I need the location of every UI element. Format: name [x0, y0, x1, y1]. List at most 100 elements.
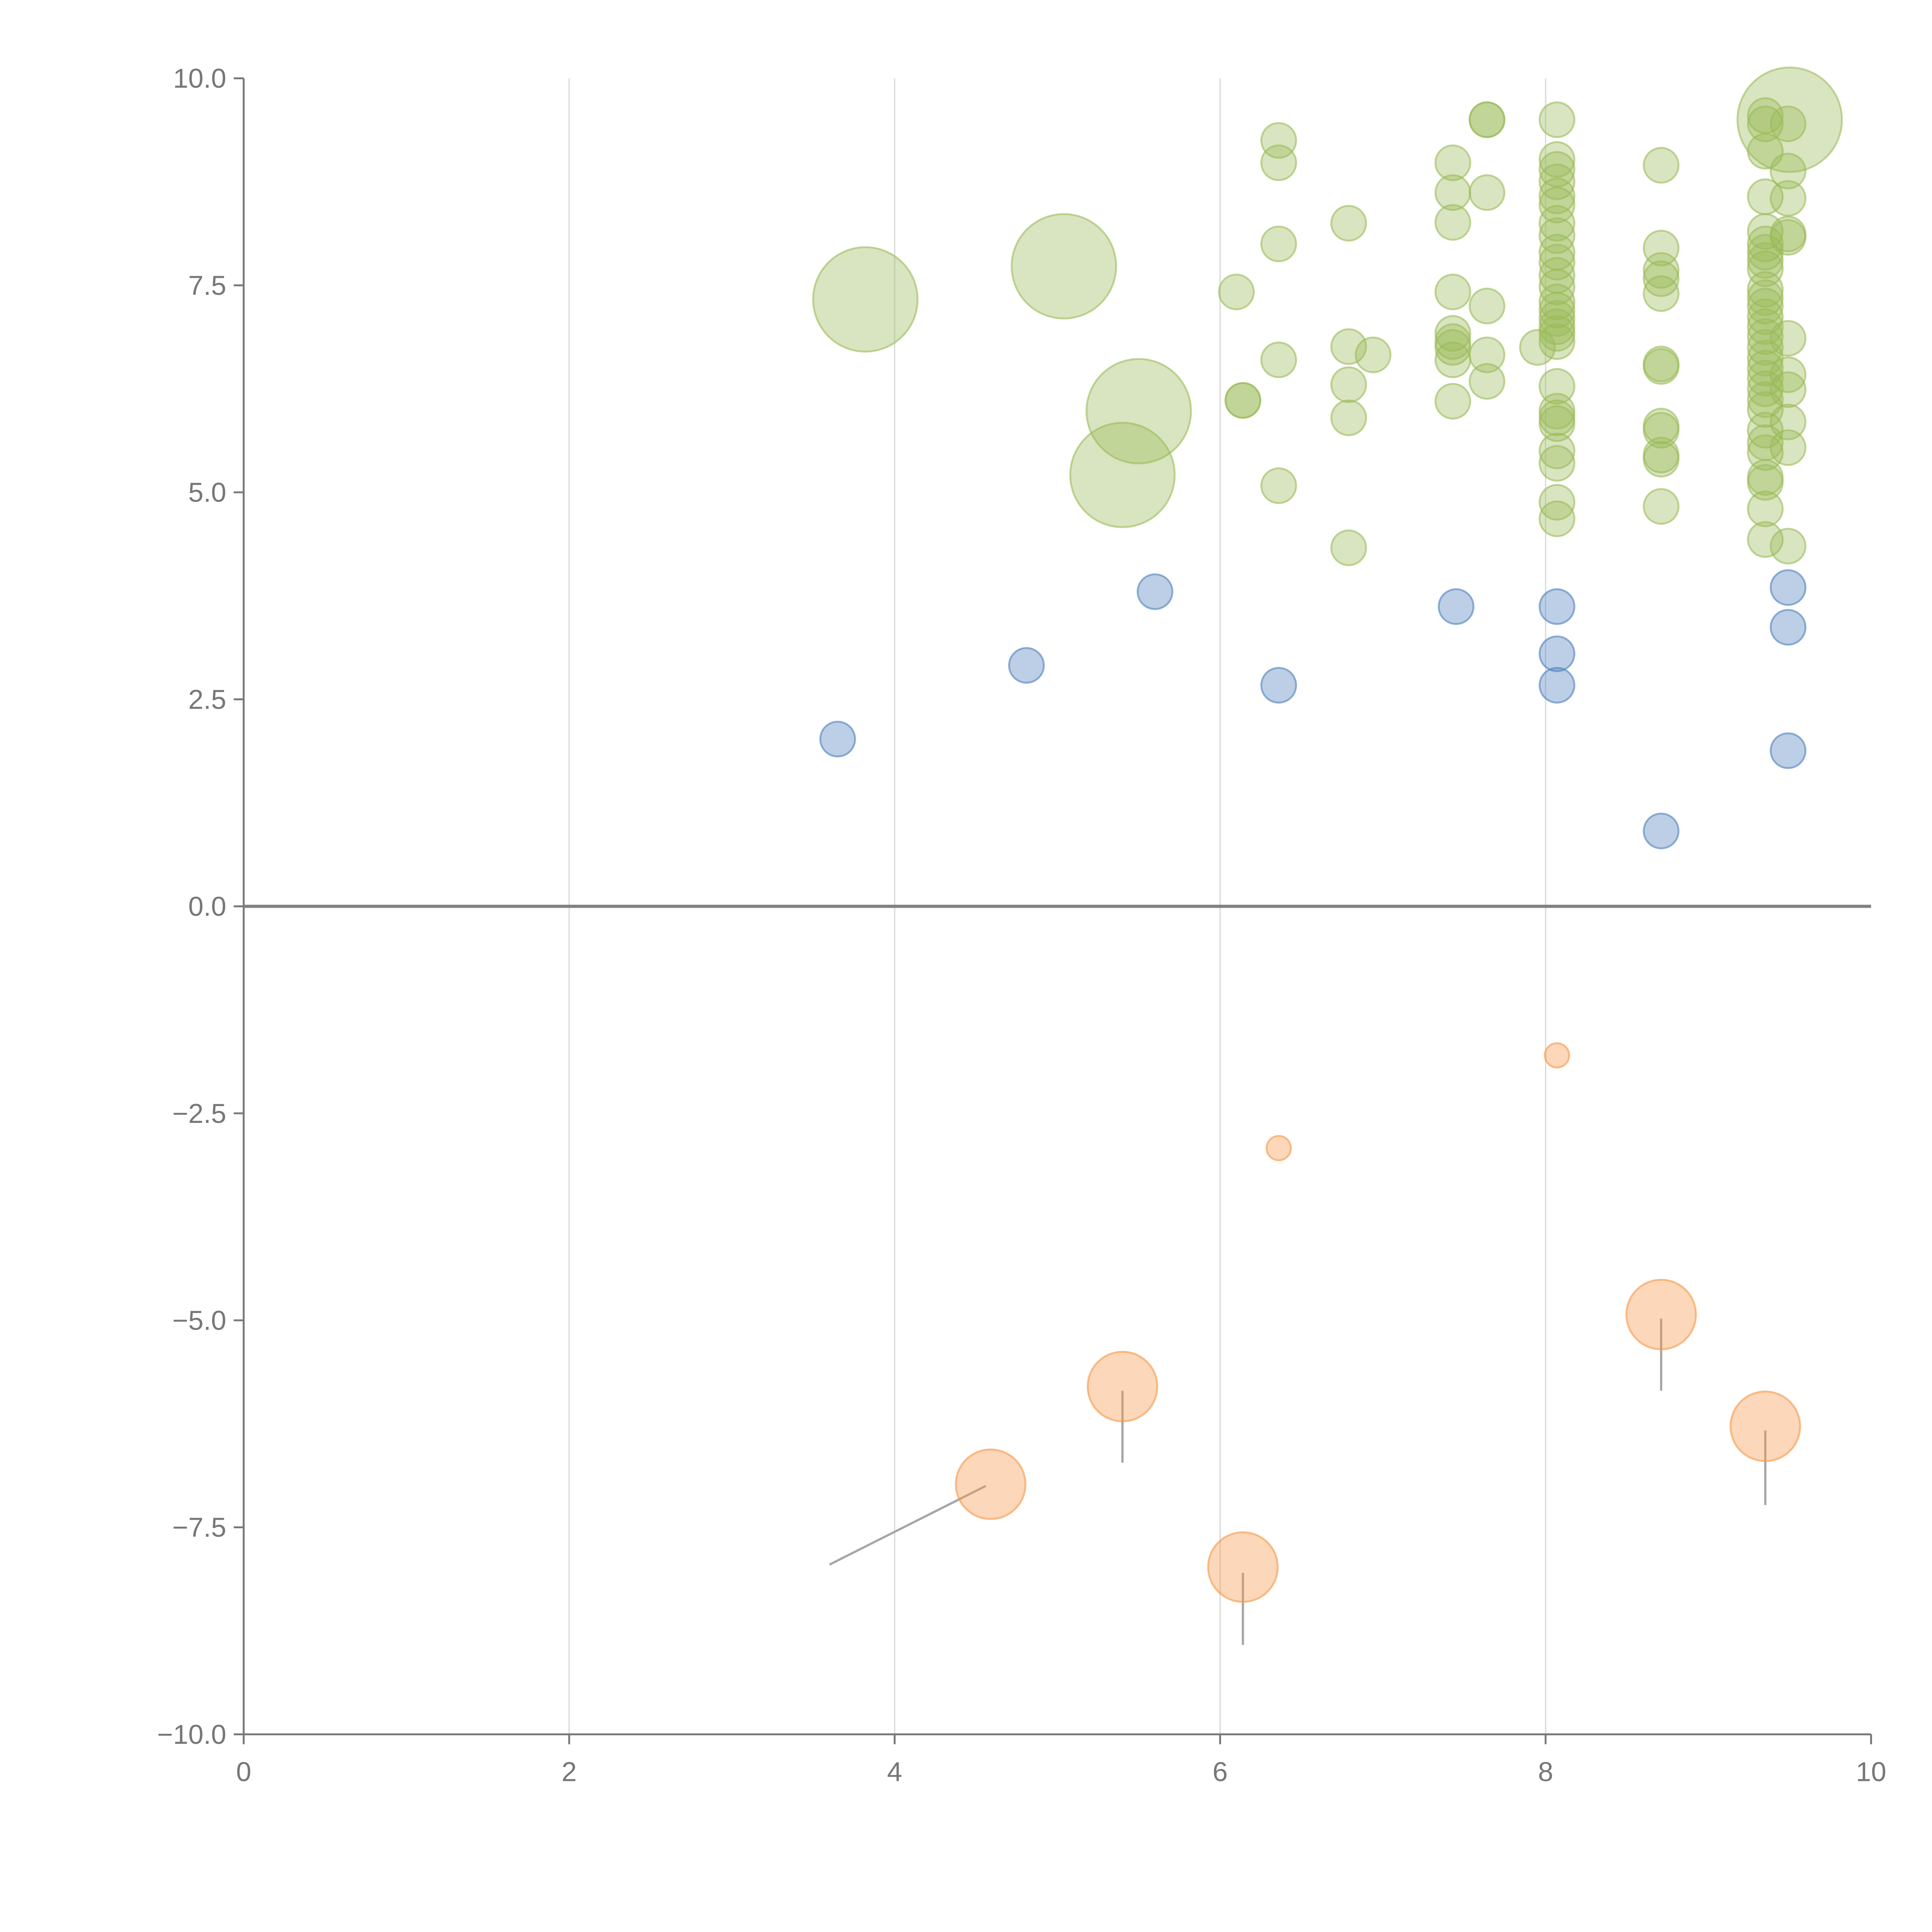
data-point-blue: [1008, 647, 1045, 684]
x-tick-label: 6: [1213, 1756, 1228, 1787]
data-point-green: [1539, 405, 1575, 442]
x-tick-label: 2: [561, 1756, 577, 1787]
data-point-green: [1539, 432, 1575, 469]
data-point-green: [1747, 521, 1784, 558]
x-tick-label: 8: [1538, 1756, 1553, 1787]
y-tick-label: −2.5: [172, 1098, 226, 1129]
data-point-green: [1643, 230, 1680, 267]
data-point-green: [1770, 403, 1807, 440]
y-tick-label: −10.0: [157, 1719, 226, 1750]
y-tick-label: 7.5: [188, 270, 226, 301]
data-point-green: [1747, 329, 1784, 366]
y-tick-label: 2.5: [188, 684, 226, 714]
data-point-green: [1330, 205, 1367, 242]
data-point-green: [1260, 467, 1297, 504]
data-point-orange: [1544, 1042, 1570, 1069]
data-point-green: [1260, 225, 1297, 262]
data-point-blue: [1539, 588, 1575, 625]
data-point-green: [1355, 336, 1392, 373]
data-point-green: [1434, 274, 1471, 311]
y-tick-label: 5.0: [188, 477, 226, 508]
data-point-blue: [1643, 813, 1680, 850]
data-point-green: [1434, 204, 1471, 241]
data-point-green: [1770, 527, 1807, 565]
data-point-green: [1434, 329, 1471, 366]
data-point-green: [1434, 341, 1471, 378]
data-point-green: [1539, 205, 1575, 242]
data-point-green: [1770, 429, 1807, 466]
data-point-green: [1260, 122, 1297, 159]
data-point-green: [1330, 328, 1367, 365]
data-point-green: [1260, 341, 1297, 378]
data-point-green: [1330, 366, 1367, 403]
data-point-green: [1747, 350, 1784, 387]
data-point-green: [1747, 287, 1784, 325]
data-point-blue: [1260, 667, 1297, 704]
data-point-green: [1770, 105, 1807, 143]
data-point-green: [1736, 66, 1843, 173]
data-point-green: [1747, 359, 1784, 396]
data-point-green: [1468, 174, 1505, 211]
data-point-green: [1770, 153, 1807, 190]
y-tick-label: −5.0: [172, 1305, 226, 1335]
data-point-green: [1260, 144, 1297, 181]
data-point-green: [1747, 308, 1784, 345]
data-point-green: [1747, 250, 1784, 287]
data-point-green: [1643, 260, 1680, 297]
data-point-green: [1747, 279, 1784, 316]
data-point-green: [1085, 358, 1192, 464]
data-point-green: [1539, 141, 1575, 178]
data-point-green: [1539, 101, 1575, 138]
data-point-green: [1747, 490, 1784, 527]
data-point-green: [1747, 242, 1784, 279]
data-point-orange: [1625, 1279, 1697, 1350]
data-point-green: [1010, 213, 1117, 320]
data-point-green: [1330, 399, 1367, 436]
data-point-green: [1539, 315, 1575, 352]
data-point-green: [1643, 488, 1680, 525]
data-point-blue: [1539, 667, 1575, 704]
data-point-green: [1643, 275, 1680, 312]
data-point-green: [812, 246, 919, 353]
data-point-green: [1770, 356, 1807, 393]
x-tick-label: 0: [236, 1756, 251, 1787]
data-point-green: [1770, 371, 1807, 408]
data-point-orange: [1265, 1135, 1292, 1162]
data-point-green: [1643, 440, 1680, 478]
data-point-green: [1747, 298, 1784, 335]
data-point-green: [1770, 180, 1807, 217]
data-point-blue: [1770, 609, 1807, 646]
data-point-green: [1539, 177, 1575, 214]
data-point-orange: [1207, 1531, 1279, 1603]
data-points: [812, 66, 1843, 1603]
data-point-green: [1770, 219, 1807, 256]
data-point-orange: [955, 1448, 1027, 1520]
x-tick-label: 10: [1856, 1756, 1886, 1787]
y-tick-label: −7.5: [172, 1512, 226, 1543]
data-point-blue: [1136, 573, 1173, 610]
data-point-green: [1539, 323, 1575, 360]
data-point-green: [1747, 381, 1784, 418]
x-tick-label: 4: [887, 1756, 902, 1787]
data-point-green: [1069, 422, 1176, 528]
data-point-green: [1218, 274, 1255, 311]
data-point-green: [1468, 101, 1505, 138]
tick-labels: 10.0 7.5 5.0 2.5 0.0 −2.5 −5.0 −7.5 −10.0 0 2 4 6 8 10: [157, 63, 1886, 1787]
data-point-green: [1643, 348, 1680, 385]
data-point-green: [1330, 529, 1367, 566]
data-point-green: [1468, 336, 1505, 373]
data-point-orange: [1730, 1390, 1801, 1462]
data-point-blue: [1437, 588, 1475, 625]
data-point-green: [1539, 500, 1575, 537]
data-point-blue: [1770, 569, 1807, 606]
leader-lines: [829, 1318, 1767, 1645]
data-point-green: [1225, 382, 1262, 419]
data-point-green: [1747, 464, 1784, 501]
data-point-green: [1468, 287, 1505, 325]
data-point-orange: [1087, 1350, 1158, 1422]
axes: [233, 77, 1872, 1745]
data-point-green: [1434, 315, 1471, 352]
data-point-blue: [1770, 732, 1807, 769]
data-point-green: [1434, 144, 1471, 181]
